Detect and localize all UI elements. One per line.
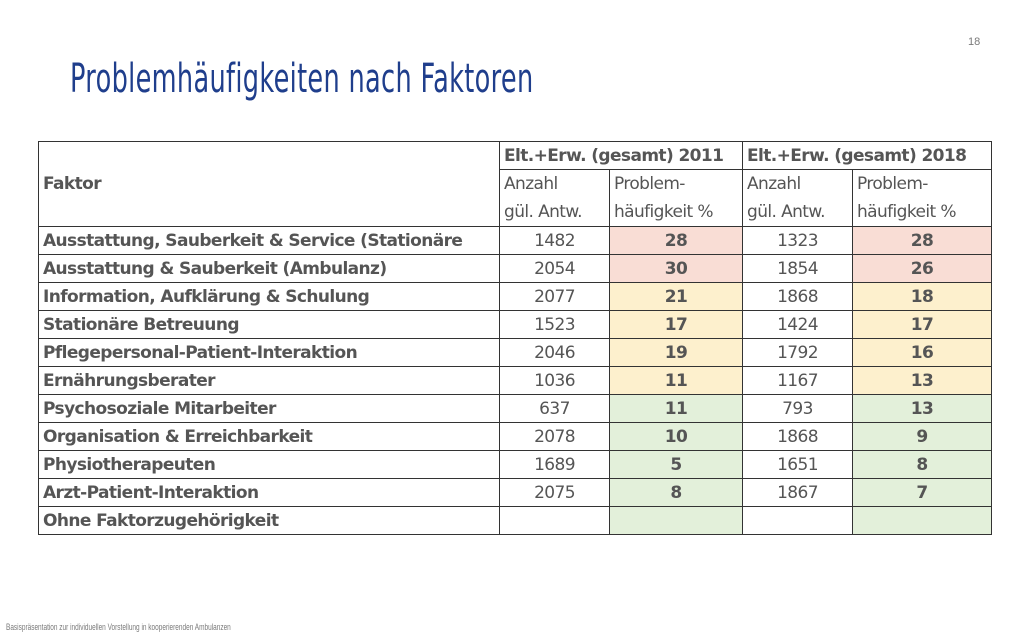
- problem-header-2018-line1: Problem-: [857, 174, 928, 194]
- table-row: Ausstattung, Sauberkeit & Service (Stati…: [38, 226, 992, 255]
- table-row: Ausstattung & Sauberkeit (Ambulanz) 2054 3…: [38, 254, 992, 283]
- anzahl-2018-cell: 1792: [742, 338, 853, 367]
- factor-label: Arzt-Patient-Interaktion: [38, 478, 500, 507]
- problem-2011-cell: 10: [609, 422, 743, 451]
- problem-2018-cell: [852, 506, 992, 535]
- factor-label: Psychosoziale Mitarbeiter: [38, 394, 500, 423]
- factor-label: Pflegepersonal-Patient-Interaktion: [38, 338, 500, 367]
- factor-label: Ohne Faktorzugehörigkeit: [38, 506, 500, 535]
- anzahl-2011-cell: 637: [499, 394, 610, 423]
- factor-label: Ausstattung, Sauberkeit & Service (Stati…: [38, 226, 500, 255]
- group-header-2018: Elt.+Erw. (gesamt) 2018: [742, 141, 992, 170]
- anzahl-2018-cell: 1867: [742, 478, 853, 507]
- table-row: Arzt-Patient-Interaktion 2075 8 1867 7: [38, 478, 992, 507]
- problem-2011-cell: 19: [609, 338, 743, 367]
- group-header-2011: Elt.+Erw. (gesamt) 2011: [499, 141, 743, 170]
- problem-header-2018-line2: häufigkeit %: [857, 202, 957, 222]
- anzahl-header-2011-line2: gül. Antw.: [504, 202, 583, 222]
- problem-header-2011-line2: häufigkeit %: [614, 202, 714, 222]
- table-row: Ernährungsberater 1036 11 1167 13: [38, 366, 992, 395]
- problem-2018-cell: 7: [852, 478, 992, 507]
- problem-2011-cell: 28: [609, 226, 743, 255]
- table-row: Information, Aufklärung & Schulung 2077 21…: [38, 282, 992, 311]
- anzahl-header-2018-line2: gül. Antw.: [747, 202, 826, 222]
- problem-2011-cell: 17: [609, 310, 743, 339]
- problem-2011-cell: 21: [609, 282, 743, 311]
- anzahl-2018-cell: 1854: [742, 254, 853, 283]
- anzahl-header-2018: Anzahl gül. Antw.: [742, 169, 853, 227]
- problem-frequency-table: Faktor Elt.+Erw. (gesamt) 2011 Elt.+Erw.…: [38, 141, 992, 535]
- problem-2011-cell: 11: [609, 366, 743, 395]
- anzahl-2011-cell: 1689: [499, 450, 610, 479]
- factor-label: Ausstattung & Sauberkeit (Ambulanz): [38, 254, 500, 283]
- problem-2011-cell: [609, 506, 743, 535]
- problem-2011-cell: 8: [609, 478, 743, 507]
- problem-2018-cell: 9: [852, 422, 992, 451]
- factor-label: Information, Aufklärung & Schulung: [38, 282, 500, 311]
- table-row: Stationäre Betreuung 1523 17 1424 17: [38, 310, 992, 339]
- anzahl-2018-cell: 1323: [742, 226, 853, 255]
- table-row: Physiotherapeuten 1689 5 1651 8: [38, 450, 992, 479]
- faktor-header: Faktor: [38, 141, 500, 227]
- problem-2018-cell: 26: [852, 254, 992, 283]
- problem-2018-cell: 8: [852, 450, 992, 479]
- problem-2018-cell: 13: [852, 394, 992, 423]
- anzahl-header-2018-line1: Anzahl: [747, 174, 801, 194]
- anzahl-2018-cell: [742, 506, 853, 535]
- problem-2011-cell: 11: [609, 394, 743, 423]
- anzahl-2011-cell: 1036: [499, 366, 610, 395]
- problem-2018-cell: 17: [852, 310, 992, 339]
- anzahl-2011-cell: 2075: [499, 478, 610, 507]
- anzahl-2018-cell: 1651: [742, 450, 853, 479]
- problem-header-2011: Problem- häufigkeit %: [609, 169, 743, 227]
- problem-2018-cell: 28: [852, 226, 992, 255]
- footer-text: Basispräsentation zur individuellen Vors…: [6, 622, 231, 632]
- anzahl-2011-cell: 1523: [499, 310, 610, 339]
- anzahl-2011-cell: 2077: [499, 282, 610, 311]
- header-row-groups: Faktor Elt.+Erw. (gesamt) 2011 Elt.+Erw.…: [38, 141, 992, 227]
- problem-2011-cell: 5: [609, 450, 743, 479]
- factor-label: Organisation & Erreichbarkeit: [38, 422, 500, 451]
- problem-2018-cell: 13: [852, 366, 992, 395]
- anzahl-header-2011-line1: Anzahl: [504, 174, 558, 194]
- problem-2018-cell: 18: [852, 282, 992, 311]
- problem-header-2018: Problem- häufigkeit %: [852, 169, 992, 227]
- table-row: Psychosoziale Mitarbeiter 637 11 793 13: [38, 394, 992, 423]
- factor-label: Stationäre Betreuung: [38, 310, 500, 339]
- anzahl-2018-cell: 1868: [742, 282, 853, 311]
- anzahl-2011-cell: [499, 506, 610, 535]
- table-body: Faktor Elt.+Erw. (gesamt) 2011 Elt.+Erw.…: [38, 141, 992, 535]
- anzahl-2018-cell: 1167: [742, 366, 853, 395]
- problem-2018-cell: 16: [852, 338, 992, 367]
- anzahl-2011-cell: 2046: [499, 338, 610, 367]
- factor-label: Physiotherapeuten: [38, 450, 500, 479]
- anzahl-header-2011: Anzahl gül. Antw.: [499, 169, 610, 227]
- anzahl-2011-cell: 2054: [499, 254, 610, 283]
- problem-header-2011-line1: Problem-: [614, 174, 685, 194]
- anzahl-2018-cell: 793: [742, 394, 853, 423]
- page-title: Problemhäufigkeiten nach Faktoren: [70, 56, 534, 102]
- anzahl-2018-cell: 1424: [742, 310, 853, 339]
- table-row: Pflegepersonal-Patient-Interaktion 2046 19…: [38, 338, 992, 367]
- problem-2011-cell: 30: [609, 254, 743, 283]
- table-row: Organisation & Erreichbarkeit 2078 10 1868 9: [38, 422, 992, 451]
- table-row: Ohne Faktorzugehörigkeit: [38, 506, 992, 535]
- anzahl-2011-cell: 2078: [499, 422, 610, 451]
- anzahl-2018-cell: 1868: [742, 422, 853, 451]
- factor-label: Ernährungsberater: [38, 366, 500, 395]
- page-number: 18: [968, 36, 981, 48]
- anzahl-2011-cell: 1482: [499, 226, 610, 255]
